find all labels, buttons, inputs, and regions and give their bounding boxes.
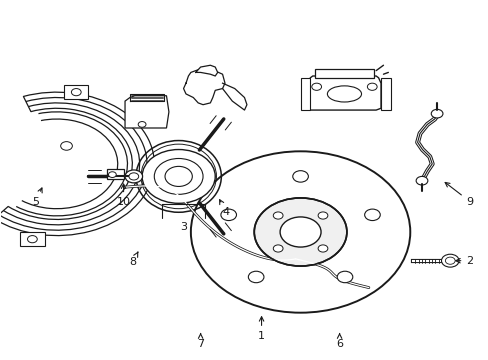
Text: 7: 7 <box>197 333 204 349</box>
Circle shape <box>71 89 81 96</box>
Polygon shape <box>300 78 310 110</box>
Circle shape <box>318 212 327 219</box>
Ellipse shape <box>327 86 361 102</box>
Circle shape <box>248 271 264 283</box>
Bar <box>20 232 44 246</box>
Text: 8: 8 <box>128 252 138 267</box>
Circle shape <box>337 271 352 283</box>
Circle shape <box>138 122 146 127</box>
Circle shape <box>125 170 142 183</box>
Bar <box>64 85 88 99</box>
Circle shape <box>430 109 442 118</box>
Polygon shape <box>125 96 168 128</box>
Polygon shape <box>380 78 390 110</box>
Circle shape <box>164 166 192 186</box>
Bar <box>106 169 124 179</box>
Circle shape <box>27 235 37 243</box>
Circle shape <box>190 151 409 313</box>
Circle shape <box>311 83 321 90</box>
Circle shape <box>108 172 116 177</box>
Polygon shape <box>307 76 380 110</box>
Text: 3: 3 <box>180 222 187 232</box>
Circle shape <box>61 141 72 150</box>
Circle shape <box>366 83 376 90</box>
Circle shape <box>273 212 283 219</box>
Text: 4: 4 <box>219 200 229 217</box>
Text: 5: 5 <box>32 188 42 207</box>
Circle shape <box>221 209 236 221</box>
Circle shape <box>445 257 454 264</box>
Circle shape <box>142 149 215 203</box>
Circle shape <box>415 176 427 185</box>
Circle shape <box>318 245 327 252</box>
Polygon shape <box>195 65 217 76</box>
Polygon shape <box>222 83 246 110</box>
Circle shape <box>273 245 283 252</box>
Circle shape <box>292 171 308 182</box>
Circle shape <box>129 173 139 180</box>
Polygon shape <box>315 69 373 78</box>
Text: 1: 1 <box>258 317 264 341</box>
Circle shape <box>280 217 321 247</box>
Polygon shape <box>183 69 224 105</box>
Text: 10: 10 <box>116 184 130 207</box>
Text: 2: 2 <box>455 256 472 266</box>
Circle shape <box>254 198 346 266</box>
Text: 6: 6 <box>335 333 343 349</box>
Circle shape <box>441 254 458 267</box>
Circle shape <box>364 209 380 221</box>
Text: 9: 9 <box>444 183 472 207</box>
